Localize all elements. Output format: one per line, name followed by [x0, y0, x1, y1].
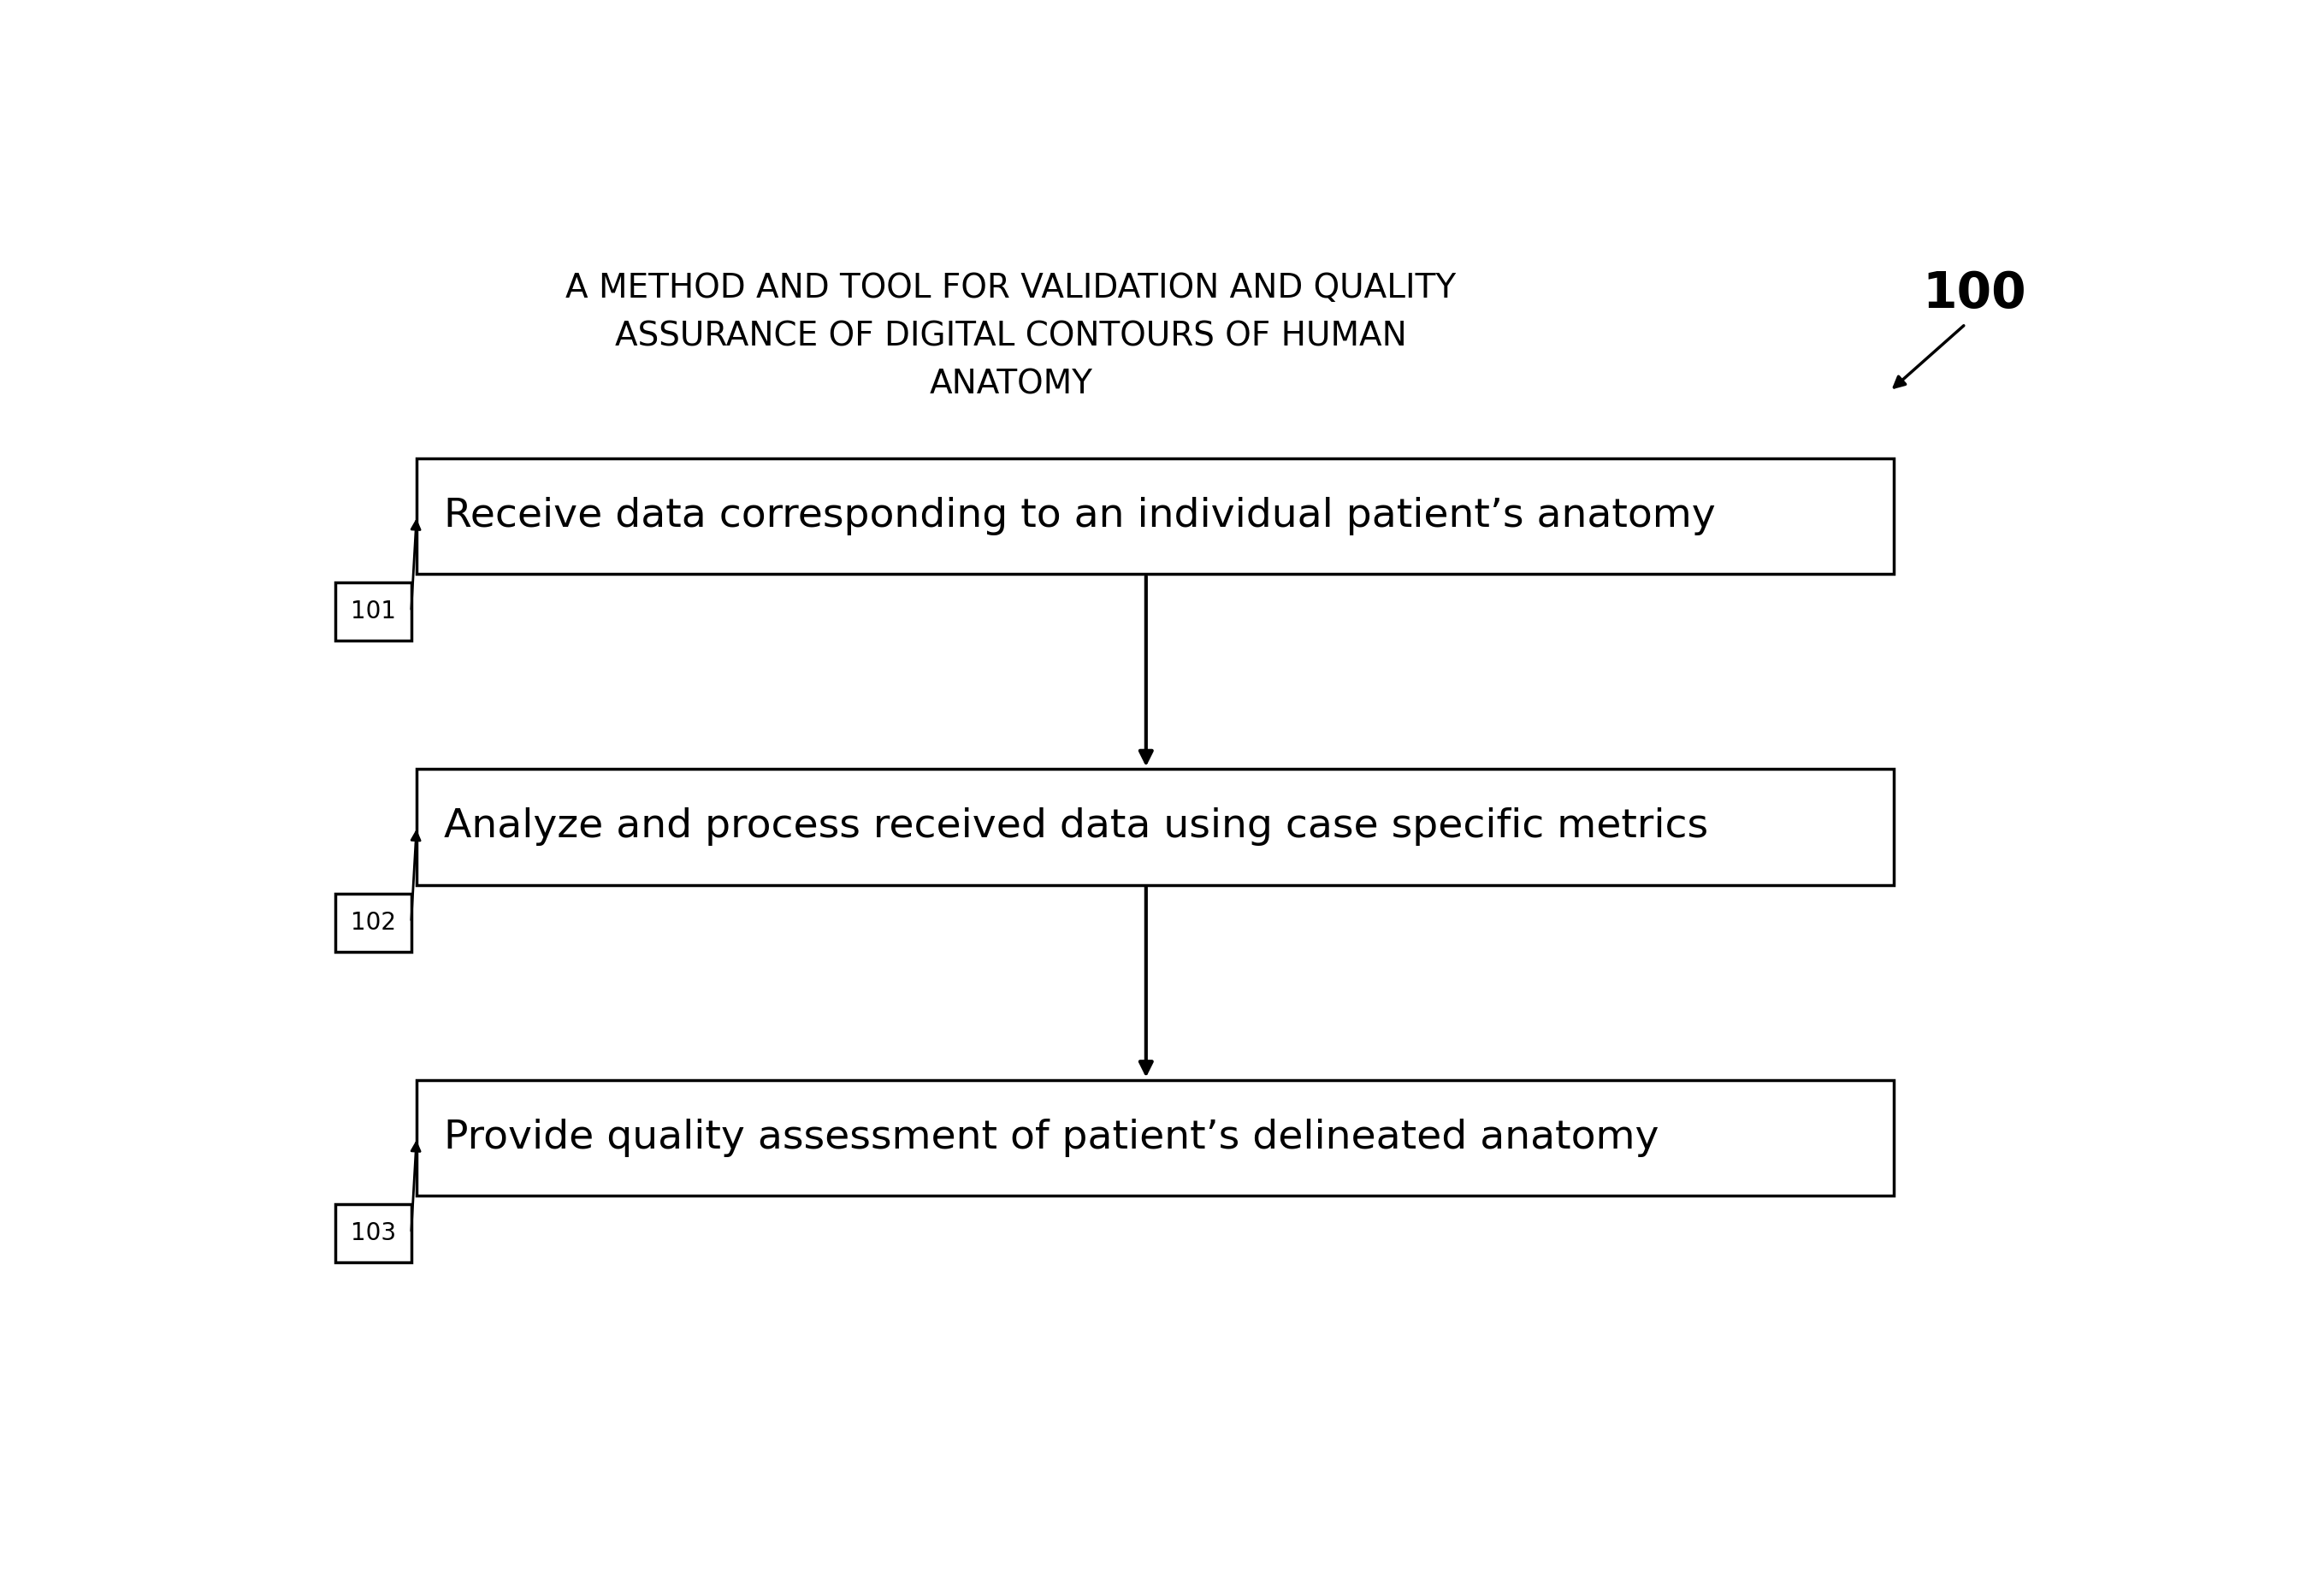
Text: A METHOD AND TOOL FOR VALIDATION AND QUALITY
ASSURANCE OF DIGITAL CONTOURS OF HU: A METHOD AND TOOL FOR VALIDATION AND QUA…	[565, 272, 1457, 400]
FancyBboxPatch shape	[335, 583, 411, 641]
Text: 101: 101	[351, 600, 395, 624]
FancyBboxPatch shape	[416, 457, 1894, 575]
Text: 100: 100	[1922, 269, 2027, 318]
Text: Receive data corresponding to an individual patient’s anatomy: Receive data corresponding to an individ…	[444, 497, 1715, 535]
FancyBboxPatch shape	[335, 1205, 411, 1263]
FancyBboxPatch shape	[335, 893, 411, 951]
Text: Provide quality assessment of patient’s delineated anatomy: Provide quality assessment of patient’s …	[444, 1119, 1659, 1157]
FancyBboxPatch shape	[416, 769, 1894, 885]
FancyBboxPatch shape	[416, 1080, 1894, 1195]
Text: 103: 103	[351, 1222, 395, 1246]
Text: 102: 102	[351, 910, 395, 934]
Text: Analyze and process received data using case specific metrics: Analyze and process received data using …	[444, 807, 1708, 845]
